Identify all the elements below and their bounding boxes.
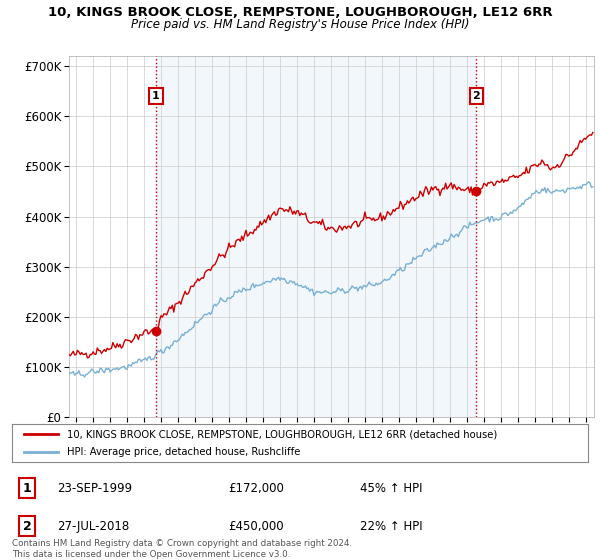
Text: 45% ↑ HPI: 45% ↑ HPI: [360, 482, 422, 495]
Text: 1: 1: [23, 482, 31, 495]
Bar: [156, 56, 476, 417]
Text: £172,000: £172,000: [228, 482, 284, 495]
Text: 2: 2: [472, 91, 480, 101]
Text: HPI: Average price, detached house, Rushcliffe: HPI: Average price, detached house, Rush…: [67, 447, 300, 457]
Text: 23-SEP-1999: 23-SEP-1999: [57, 482, 132, 495]
Text: Price paid vs. HM Land Registry's House Price Index (HPI): Price paid vs. HM Land Registry's House …: [131, 18, 469, 31]
Text: £450,000: £450,000: [228, 520, 284, 533]
Text: 2: 2: [23, 520, 31, 533]
Text: 27-JUL-2018: 27-JUL-2018: [57, 520, 129, 533]
Text: Contains HM Land Registry data © Crown copyright and database right 2024.
This d: Contains HM Land Registry data © Crown c…: [12, 539, 352, 559]
Text: 10, KINGS BROOK CLOSE, REMPSTONE, LOUGHBOROUGH, LE12 6RR: 10, KINGS BROOK CLOSE, REMPSTONE, LOUGHB…: [47, 6, 553, 18]
Text: 10, KINGS BROOK CLOSE, REMPSTONE, LOUGHBOROUGH, LE12 6RR (detached house): 10, KINGS BROOK CLOSE, REMPSTONE, LOUGHB…: [67, 429, 497, 439]
Text: 22% ↑ HPI: 22% ↑ HPI: [360, 520, 422, 533]
Text: 1: 1: [152, 91, 160, 101]
